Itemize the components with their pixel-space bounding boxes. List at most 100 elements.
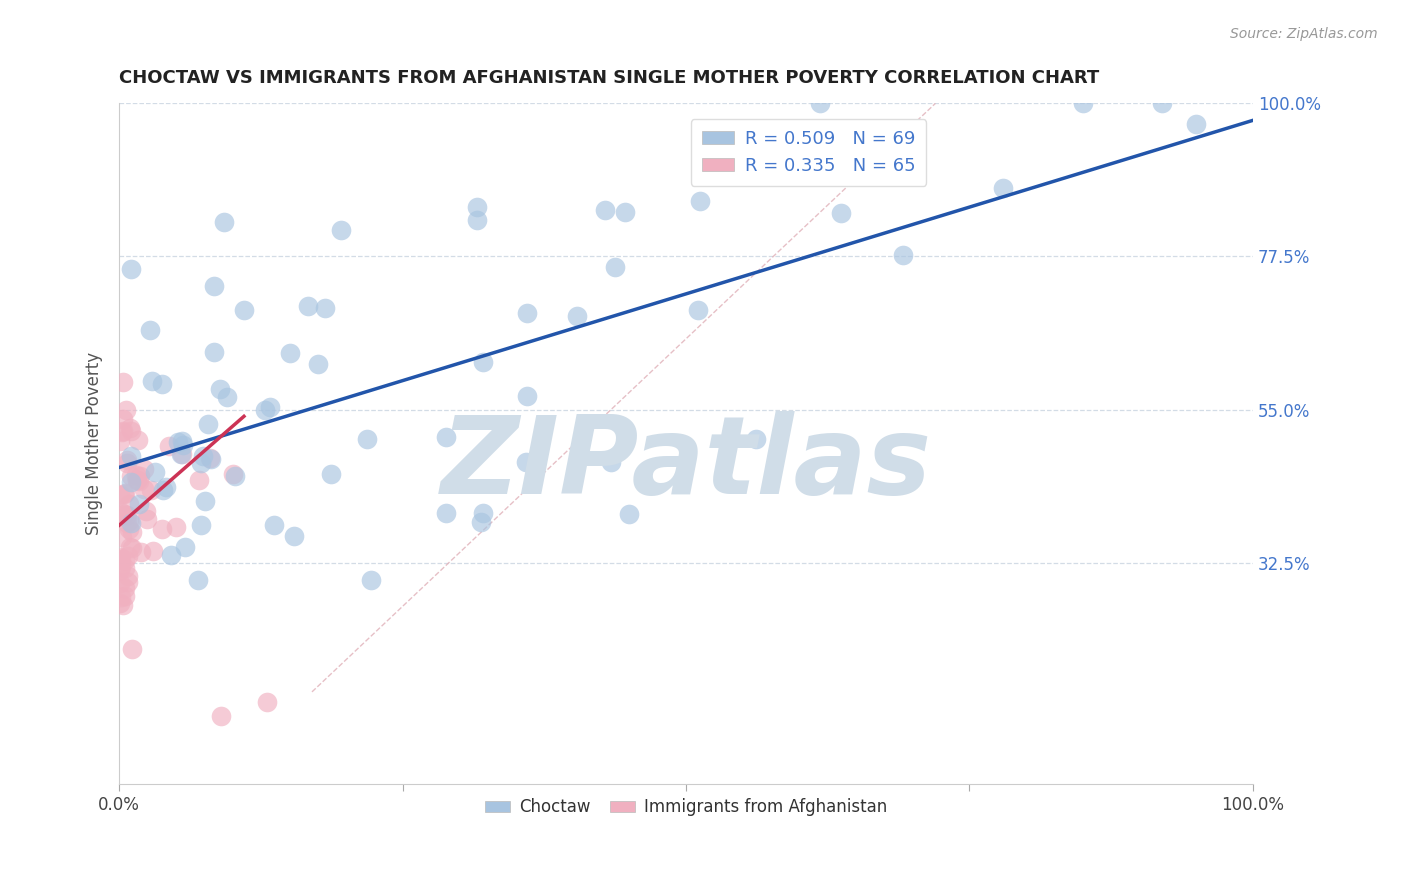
Point [614, 204, 637, 219]
Point [356, 433, 378, 447]
Point [111, 425, 134, 439]
Point [689, 194, 711, 208]
Point [159, 548, 181, 562]
Point [471, 507, 494, 521]
Point [515, 455, 537, 469]
Point [111, 530, 134, 544]
Point [125, 468, 148, 483]
Point [167, 434, 190, 449]
Point [120, 516, 142, 530]
Point [197, 417, 219, 432]
Point [253, 403, 276, 417]
Point [200, 451, 222, 466]
Point [434, 430, 457, 444]
Point [120, 421, 142, 435]
Point [120, 424, 142, 438]
Point [111, 424, 134, 438]
Point [314, 301, 336, 315]
Point [434, 506, 457, 520]
Point [470, 515, 492, 529]
Point [110, 576, 132, 591]
Point [516, 306, 538, 320]
Point [619, 508, 641, 522]
Point [128, 497, 150, 511]
Point [600, 455, 623, 469]
Point [114, 487, 136, 501]
Legend: Choctaw, Immigrants from Afghanistan: Choctaw, Immigrants from Afghanistan [478, 792, 893, 823]
Point [117, 569, 139, 583]
Point [150, 377, 173, 392]
Point [172, 434, 194, 449]
Point [187, 573, 209, 587]
Point [110, 559, 132, 574]
Point [217, 390, 239, 404]
Point [165, 520, 187, 534]
Point [173, 540, 195, 554]
Point [150, 523, 173, 537]
Point [117, 497, 139, 511]
Point [152, 483, 174, 497]
Point [141, 375, 163, 389]
Point [117, 549, 139, 563]
Point [198, 451, 221, 466]
Point [125, 473, 148, 487]
Point [278, 346, 301, 360]
Point [114, 485, 136, 500]
Point [129, 545, 152, 559]
Point [125, 473, 148, 487]
Point [307, 358, 329, 372]
Point [297, 300, 319, 314]
Point [110, 488, 132, 502]
Point [360, 573, 382, 587]
Point [259, 400, 281, 414]
Point [111, 599, 134, 613]
Point [202, 345, 225, 359]
Point [172, 438, 194, 452]
Point [118, 514, 141, 528]
Point [1152, 96, 1174, 111]
Text: ZIPatlas: ZIPatlas [440, 411, 932, 517]
Point [565, 309, 588, 323]
Point [121, 541, 143, 555]
Point [110, 551, 132, 566]
Point [120, 468, 142, 483]
Point [112, 412, 135, 426]
Point [120, 449, 142, 463]
Point [112, 508, 135, 522]
Point [157, 439, 180, 453]
Point [170, 447, 193, 461]
Point [202, 278, 225, 293]
Point [745, 432, 768, 446]
Point [120, 475, 142, 490]
Point [110, 552, 132, 566]
Point [118, 540, 141, 554]
Point [465, 201, 488, 215]
Point [118, 522, 141, 536]
Point [132, 482, 155, 496]
Point [117, 575, 139, 590]
Point [141, 483, 163, 498]
Point [115, 456, 138, 470]
Point [135, 504, 157, 518]
Point [115, 508, 138, 522]
Point [605, 260, 627, 274]
Point [110, 505, 132, 519]
Y-axis label: Single Mother Poverty: Single Mother Poverty [86, 352, 103, 535]
Point [321, 467, 343, 482]
Point [114, 581, 136, 595]
Point [810, 96, 832, 111]
Point [142, 543, 165, 558]
Point [1071, 96, 1094, 111]
Point [993, 181, 1015, 195]
Point [115, 516, 138, 530]
Point [516, 389, 538, 403]
Point [112, 376, 135, 390]
Point [110, 590, 132, 604]
Point [224, 469, 246, 483]
Point [283, 529, 305, 543]
Point [128, 469, 150, 483]
Point [115, 452, 138, 467]
Point [891, 247, 914, 261]
Point [110, 549, 132, 564]
Point [830, 206, 852, 220]
